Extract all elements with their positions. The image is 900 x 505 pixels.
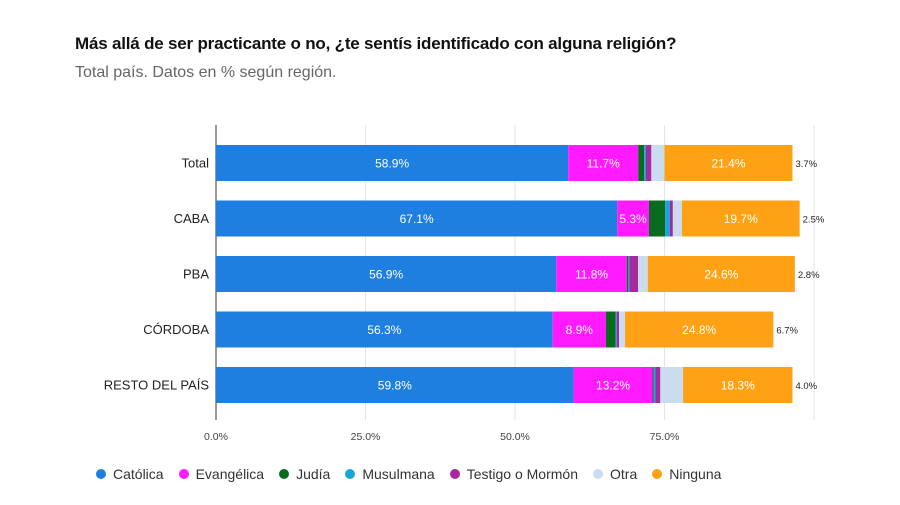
data-label: 21.4% (711, 157, 745, 171)
chart-subtitle: Total país. Datos en % según región. (75, 64, 337, 81)
category-label: Total (182, 156, 210, 171)
chart-title: Más allá de ser practicante o no, ¿te se… (75, 34, 677, 53)
legend-item: Otra (593, 466, 637, 482)
bar-segment (628, 256, 630, 292)
bar-segment (615, 311, 617, 348)
data-label: 56.9% (369, 268, 403, 282)
bar-segment (655, 367, 661, 403)
bar-segment (638, 145, 645, 181)
legend-item: Ninguna (652, 466, 721, 482)
legend-swatch (279, 469, 290, 479)
data-label: 58.9% (375, 157, 409, 171)
bar-segment (669, 200, 673, 237)
chart-legend: Católica Evangélica Judía Musulmana Testigo … (96, 466, 736, 482)
data-label: 13.2% (596, 379, 630, 393)
bar-segment (683, 367, 793, 403)
legend-item: Judía (279, 466, 330, 482)
legend-item: Católica (96, 466, 164, 482)
data-label-outside: 6.7% (776, 326, 798, 337)
bar-segment (216, 311, 553, 348)
bar-segment (652, 367, 654, 403)
bar-segment (568, 145, 639, 181)
data-label-outside: 2.8% (798, 270, 820, 281)
bar-segment (605, 311, 616, 348)
bar-segment (573, 367, 653, 403)
legend-label: Evangélica (195, 466, 265, 482)
bar-segment (552, 311, 606, 348)
legend-item: Testigo o Mormón (449, 466, 578, 482)
x-tick-label: 0.0% (204, 431, 228, 443)
bar-segment (556, 256, 627, 292)
data-label-outside: 3.7% (795, 159, 817, 170)
bar-segment (648, 200, 666, 237)
legend-label: Ninguna (669, 466, 722, 482)
category-label: CABA (174, 211, 210, 226)
legend-swatch (652, 469, 663, 479)
data-label: 8.9% (566, 323, 594, 337)
legend-label: Otra (610, 466, 638, 482)
data-label-outside: 2.5% (803, 215, 825, 226)
bar-segment (645, 145, 652, 181)
bar-segment (681, 200, 800, 237)
bar-segment (216, 200, 618, 237)
x-tick-label: 50.0% (500, 431, 530, 443)
data-label: 11.8% (575, 268, 608, 282)
legend-swatch (449, 469, 460, 479)
legend-swatch (345, 469, 356, 479)
legend-swatch (178, 469, 189, 479)
data-label: 5.3% (619, 212, 647, 226)
bar-segment (216, 256, 557, 292)
x-tick-label: 75.0% (650, 431, 680, 443)
data-label: 24.6% (704, 268, 738, 282)
bar-segment (644, 145, 646, 181)
data-label: 56.3% (367, 323, 401, 337)
bar-segment (629, 256, 639, 292)
data-label: 11.7% (587, 157, 620, 171)
bar-segment (619, 311, 626, 348)
legend-label: Testigo o Mormón (466, 466, 578, 482)
legend-label: Católica (113, 466, 164, 482)
category-label: PBA (183, 267, 209, 282)
bar-segment (653, 367, 656, 403)
bar-segment (617, 200, 649, 237)
bar-segment (638, 256, 648, 292)
legend-swatch (96, 469, 106, 479)
bar-segment (665, 200, 670, 237)
bar-segment (651, 145, 665, 181)
bar-segment (216, 367, 574, 403)
legend-item: Evangélica (178, 466, 265, 482)
bar-segment (647, 256, 795, 292)
legend-label: Musulmana (362, 466, 435, 482)
bar-segment (672, 200, 682, 237)
data-label: 67.1% (400, 212, 434, 226)
bar-segment (625, 311, 774, 348)
bar-segment (664, 145, 793, 181)
data-label: 24.8% (682, 323, 716, 337)
category-label: CÓRDOBA (143, 322, 209, 337)
data-label: 59.8% (378, 379, 412, 393)
bar-segment (626, 256, 629, 292)
category-label: RESTO DEL PAÍS (104, 378, 210, 393)
legend-swatch (593, 469, 603, 479)
x-tick-label: 25.0% (351, 431, 381, 443)
bar-segment (216, 145, 569, 181)
legend-item: Musulmana (345, 466, 435, 482)
bar-segment (660, 367, 684, 403)
data-label: 18.3% (721, 379, 755, 393)
data-label-outside: 4.0% (795, 381, 817, 392)
data-label: 19.7% (724, 212, 758, 226)
bar-segment (616, 311, 620, 348)
legend-label: Judía (296, 466, 331, 482)
